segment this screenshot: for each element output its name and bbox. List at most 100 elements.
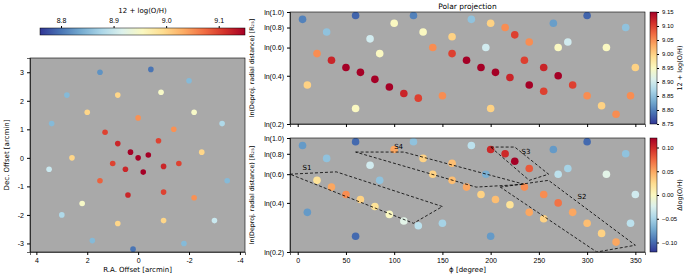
region (525, 209, 533, 217)
region (90, 238, 96, 244)
y-axis-line (287, 13, 291, 125)
tick-mark (539, 124, 540, 127)
tick-mark (657, 148, 659, 149)
tick: 0 (296, 252, 300, 264)
region (564, 165, 572, 173)
region (583, 12, 591, 19)
region (69, 155, 75, 161)
tick-mark (587, 252, 588, 255)
y-axis-title: ln(Deproj. radial distance) [R₂₅] (248, 19, 256, 117)
region (84, 109, 90, 115)
tick-label: ln(0.2) (264, 249, 284, 257)
region (171, 127, 177, 133)
colorbar-bar (650, 138, 657, 252)
tick: 250 (534, 252, 546, 264)
region (487, 105, 495, 113)
annotation: S3 (522, 148, 531, 156)
region (525, 165, 533, 173)
region (366, 35, 374, 43)
region (128, 149, 134, 155)
tick (539, 124, 540, 127)
x-axis-title: ϕ [degree] (449, 266, 486, 274)
panel: 420-2-4-3-2-10123R.A. Offset [arcmin]Dec… (3, 7, 246, 274)
tick: 50 (343, 252, 351, 264)
tick-label: 50 (343, 257, 351, 264)
tick-mark (287, 76, 290, 77)
region (342, 64, 350, 72)
region (400, 90, 408, 98)
region (386, 211, 394, 219)
region (506, 74, 514, 82)
region (158, 89, 164, 95)
tick-mark (657, 243, 659, 244)
plot-frame (290, 138, 645, 252)
tick: 8.9 (109, 17, 119, 28)
region (419, 28, 427, 36)
tick-mark (657, 195, 659, 196)
tick-label: 1 (20, 126, 24, 133)
region (357, 69, 365, 77)
tick-mark (491, 252, 492, 255)
tick-label: 350 (630, 257, 642, 264)
region (161, 164, 167, 170)
tick-label: 9.05 (662, 37, 674, 43)
tick-label: 9.1 (214, 17, 224, 24)
y-axis-line (287, 139, 291, 253)
region (632, 191, 640, 199)
tick-mark (27, 215, 30, 216)
tick: 8.8 (57, 17, 67, 28)
tick-label: ln(0.6) (264, 171, 284, 179)
region (328, 56, 336, 64)
tick: 9.05 (657, 37, 674, 43)
figure: 420-2-4-3-2-10123R.A. Offset [arcmin]Dec… (0, 0, 685, 276)
region (366, 162, 374, 170)
plot-background (290, 12, 645, 124)
tick-label: ln(0.2) (264, 121, 284, 129)
tick-mark (635, 252, 636, 255)
tick: 8.85 (657, 93, 674, 99)
tick-mark (394, 124, 395, 127)
region (376, 177, 384, 185)
tick-label: -3 (18, 240, 24, 247)
region (554, 72, 562, 80)
region (115, 92, 121, 98)
region (622, 150, 630, 158)
tick-label: 0.10 (662, 145, 674, 151)
region (123, 166, 129, 172)
tick-mark (657, 82, 659, 83)
region (463, 56, 471, 64)
region-outline (356, 152, 525, 187)
region (352, 138, 360, 145)
tick: 0.05 (657, 169, 674, 175)
tick-mark (114, 26, 115, 28)
y-axis-title: Dec. Offset [arcmin] (3, 119, 11, 190)
colorbar: −0.10−0.050.000.050.10Δlog(O/H) (650, 138, 684, 253)
tick-mark (87, 252, 88, 255)
colorbar-axis-line (41, 28, 246, 29)
y-axis: -3-2-10123 (18, 59, 31, 253)
tick-label: 4 (35, 257, 39, 264)
tick: -3 (18, 240, 30, 247)
region (376, 50, 384, 58)
colorbar: 8.758.808.858.908.959.009.059.109.1512 +… (650, 9, 684, 127)
region (419, 155, 427, 163)
region (181, 241, 187, 247)
region (140, 169, 146, 175)
region (115, 141, 121, 147)
tick-mark (635, 124, 636, 127)
tick-mark (27, 72, 30, 73)
region (598, 230, 606, 238)
x-axis-title: R.A. Offset [arcmin] (103, 266, 172, 274)
marks (299, 12, 639, 118)
tick-label: 8.9 (109, 17, 119, 24)
tick-label: 8.80 (662, 107, 674, 113)
plot-frame (290, 12, 645, 124)
region (156, 138, 162, 144)
y-axis-title: ln(Deproj. radial distance) [R₂₅] (248, 146, 256, 244)
tick-label: -2 (18, 212, 24, 219)
tick-mark (657, 219, 659, 220)
tick: 9.00 (657, 51, 674, 57)
region (429, 44, 437, 52)
tick-mark (287, 154, 290, 155)
tick-label: 2 (20, 98, 24, 105)
